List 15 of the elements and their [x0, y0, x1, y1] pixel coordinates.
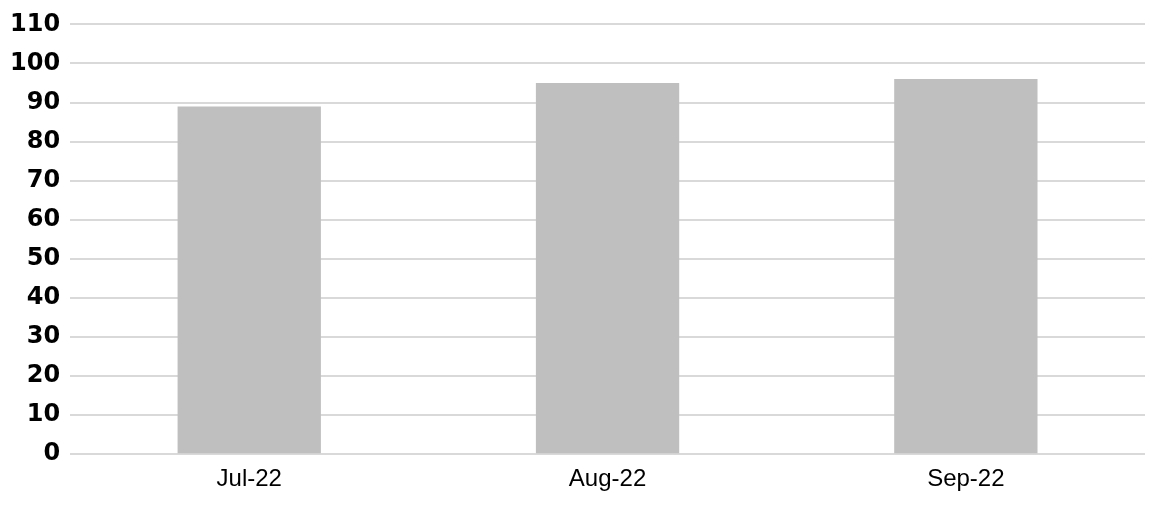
y-tick-label: 0	[43, 438, 61, 467]
x-tick-label: Sep-22	[927, 464, 1005, 492]
y-tick-label: 70	[26, 164, 61, 193]
x-tick-label: Jul-22	[216, 464, 282, 492]
y-tick-label: 60	[26, 204, 61, 232]
y-tick-label: 50	[26, 243, 61, 272]
y-tick-label: 20	[26, 360, 61, 389]
y-tick-label: 110	[9, 8, 61, 37]
x-tick-label: Aug-22	[568, 464, 647, 492]
y-tick-label: 30	[26, 321, 61, 350]
y-tick-label: 10	[26, 399, 61, 428]
y-tick-label: 90	[26, 86, 61, 115]
y-tick-label: 80	[26, 125, 61, 154]
y-tick-label: 40	[26, 282, 61, 311]
y-tick-label: 100	[9, 47, 61, 76]
